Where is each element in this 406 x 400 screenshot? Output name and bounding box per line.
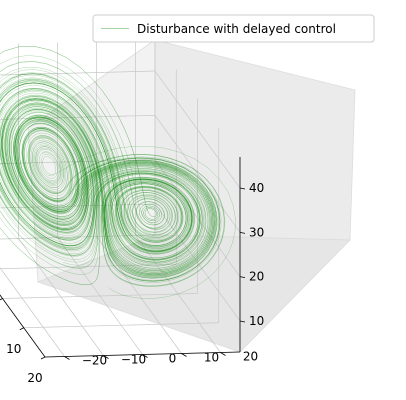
gridline-z-left xyxy=(0,70,156,76)
trajectory-line xyxy=(0,46,221,286)
trajectory-series xyxy=(0,46,236,299)
y-tick-label: −10 xyxy=(121,353,146,367)
y-tick-label: 20 xyxy=(243,350,258,364)
z-tick-label: 20 xyxy=(249,270,264,284)
z-tick-mark xyxy=(239,187,246,190)
z-tick-label: 40 xyxy=(249,181,264,195)
y-tick-label: 0 xyxy=(169,352,177,366)
gridline-z-back xyxy=(154,115,241,233)
grid-lines xyxy=(0,40,241,358)
gridline-z-back xyxy=(154,70,241,189)
y-tick-mark xyxy=(64,356,70,360)
z-tick-mark xyxy=(239,320,246,323)
y-tick-mark xyxy=(181,353,187,357)
z-tick-label: 30 xyxy=(249,225,264,239)
gridline-y-floor xyxy=(18,238,104,356)
x-tick-mark xyxy=(0,298,3,301)
trajectory-line xyxy=(0,55,236,299)
axis-lines xyxy=(0,157,246,360)
legend: Disturbance with delayed control xyxy=(92,14,375,43)
y-tick-mark xyxy=(220,352,226,356)
gridline-z-left xyxy=(0,114,156,120)
gridline-z-left xyxy=(0,159,156,164)
x-tick-mark xyxy=(19,327,24,331)
gridline-y-floor xyxy=(135,235,221,353)
legend-label: Disturbance with delayed control xyxy=(137,22,336,36)
z-tick-mark xyxy=(239,276,246,279)
gridline-y-floor xyxy=(57,237,143,355)
gridline-z-left xyxy=(0,203,156,209)
x-tick-mark xyxy=(40,356,46,360)
z-tick-mark xyxy=(239,231,246,234)
gridline-y-floor xyxy=(0,267,65,357)
trajectory-line xyxy=(0,60,225,287)
x-tick-label: 10 xyxy=(6,342,21,356)
y-tick-mark xyxy=(103,355,109,359)
y-tick-label: 10 xyxy=(204,351,219,365)
x-tick-label: 20 xyxy=(27,371,42,385)
gridline-y-floor xyxy=(96,236,182,354)
y-tick-label: −20 xyxy=(82,354,107,368)
gridline-z-back xyxy=(154,159,241,277)
y-tick-mark xyxy=(142,354,148,358)
z-tick-label: 10 xyxy=(249,314,264,328)
